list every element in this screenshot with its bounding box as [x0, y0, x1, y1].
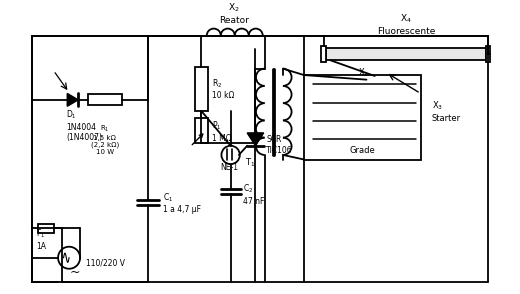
Text: D$_1$
1N4004
(1N4007): D$_1$ 1N4004 (1N4007) — [67, 109, 102, 142]
Polygon shape — [67, 93, 78, 106]
Bar — [195, 67, 207, 111]
Text: R$_1$
1,5 kΩ
(2,2 kΩ)
10 W: R$_1$ 1,5 kΩ (2,2 kΩ) 10 W — [91, 124, 119, 156]
Text: X$_4$
Fluorescente: X$_4$ Fluorescente — [377, 13, 435, 36]
Bar — [486, 46, 490, 62]
Text: T$_1$: T$_1$ — [245, 156, 255, 168]
Text: SCR
TIC106: SCR TIC106 — [266, 135, 293, 155]
Text: F$_1$
1A: F$_1$ 1A — [36, 228, 46, 251]
Text: R$_2$
10 kΩ: R$_2$ 10 kΩ — [212, 77, 235, 100]
Text: ~: ~ — [69, 266, 80, 279]
Text: X$_1$: X$_1$ — [358, 66, 369, 78]
Bar — [304, 75, 421, 160]
Text: C$_1$
1 a 4,7 μF: C$_1$ 1 a 4,7 μF — [163, 191, 201, 214]
Bar — [326, 48, 486, 60]
Bar — [321, 46, 326, 62]
Text: X$_2$
Reator: X$_2$ Reator — [219, 2, 249, 25]
Text: NE-1: NE-1 — [220, 163, 238, 172]
Text: Grade: Grade — [349, 146, 375, 155]
Text: C$_2$
47 nF: C$_2$ 47 nF — [243, 183, 265, 206]
Bar — [38, 224, 55, 233]
Bar — [88, 94, 122, 105]
Text: X$_3$
Starter: X$_3$ Starter — [432, 100, 461, 123]
Text: P$_1$
1 MΩ: P$_1$ 1 MΩ — [212, 120, 232, 143]
Bar — [195, 118, 207, 143]
Text: 110/220 V: 110/220 V — [86, 259, 125, 268]
Polygon shape — [247, 133, 264, 146]
